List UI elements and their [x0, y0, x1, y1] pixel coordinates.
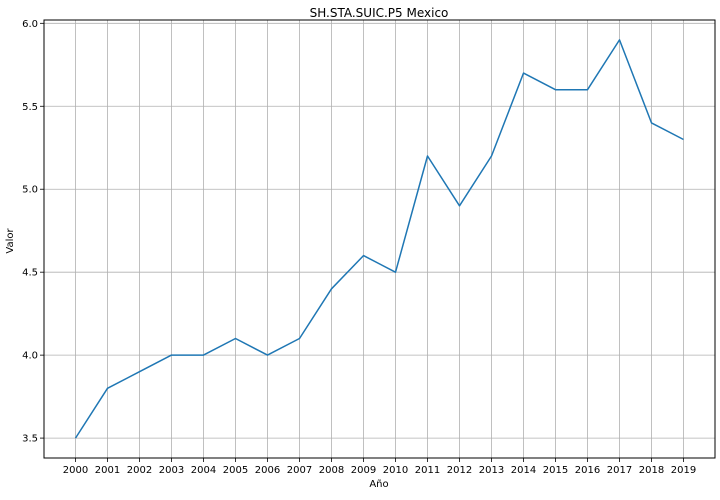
plot-frame — [43, 19, 716, 459]
x-tick-label: 2012 — [447, 465, 472, 476]
x-axis-label: Año — [369, 479, 388, 490]
y-tick-label: 6.0 — [22, 19, 38, 30]
chart-title: SH.STA.SUIC.P5 Mexico — [310, 6, 449, 20]
x-tick-label: 2005 — [223, 465, 248, 476]
tick-layer: 2000 2001 2002 2003 2004 2005 2006 2007 2008 2009… — [22, 19, 696, 476]
x-tick-label: 2001 — [95, 465, 120, 476]
x-tick-label: 2003 — [159, 465, 184, 476]
x-tick-label: 2006 — [255, 465, 280, 476]
x-tick-label: 2016 — [575, 465, 600, 476]
x-tick-label: 2007 — [287, 465, 312, 476]
x-tick-label: 2008 — [319, 465, 344, 476]
x-tick-label: 2004 — [191, 465, 216, 476]
y-tick-label: 3.5 — [22, 434, 38, 445]
x-tick-label: 2009 — [351, 465, 376, 476]
x-tick-label: 2018 — [639, 465, 664, 476]
y-axis-label: Valor — [5, 228, 16, 254]
series-layer — [74, 39, 684, 439]
y-tick-label: 5.5 — [22, 102, 38, 113]
x-tick-label: 2010 — [383, 465, 408, 476]
x-tick-label: 2019 — [671, 465, 696, 476]
y-tick-label: 5.0 — [22, 185, 38, 196]
y-tick-label: 4.0 — [22, 351, 38, 362]
x-tick-label: 2017 — [607, 465, 632, 476]
x-tick-label: 2011 — [415, 465, 440, 476]
x-tick-label: 2013 — [479, 465, 504, 476]
x-tick-label: 2002 — [127, 465, 152, 476]
x-tick-label: 2000 — [63, 465, 88, 476]
x-tick-label: 2015 — [543, 465, 568, 476]
grid-layer — [44, 20, 715, 458]
x-tick-label: 2014 — [511, 465, 536, 476]
series-line — [74, 39, 684, 439]
y-tick-label: 4.5 — [22, 268, 38, 279]
